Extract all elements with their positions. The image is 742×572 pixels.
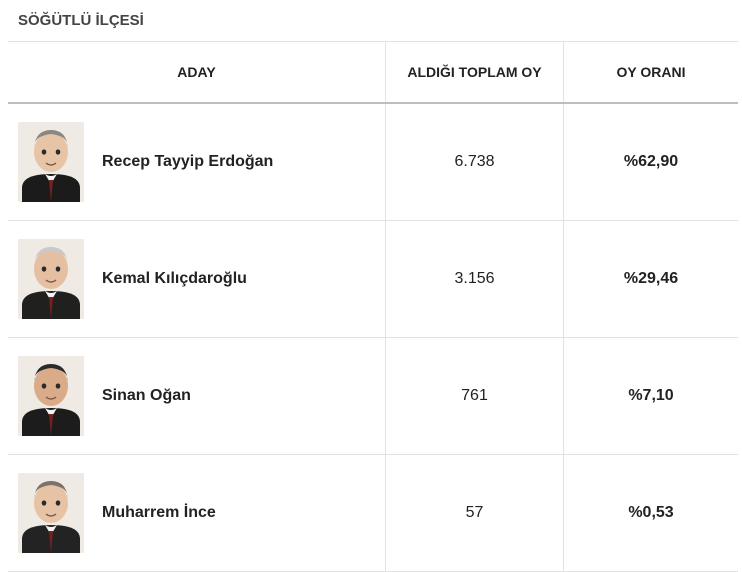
share-cell: %29,46 bbox=[564, 221, 738, 337]
candidate-avatar bbox=[18, 239, 84, 319]
candidate-avatar bbox=[18, 473, 84, 553]
candidate-name: Sinan Oğan bbox=[102, 387, 191, 405]
table-body: Recep Tayyip Erdoğan 6.738 %62,90 Kemal … bbox=[8, 104, 738, 572]
candidate-cell: Muharrem İnce bbox=[8, 455, 386, 571]
results-container: SÖĞÜTLÜ İLÇESİ ADAY ALDIĞI TOPLAM OY OY … bbox=[0, 0, 742, 572]
votes-cell: 3.156 bbox=[386, 221, 564, 337]
share-cell: %0,53 bbox=[564, 455, 738, 571]
table-row: Muharrem İnce 57 %0,53 bbox=[8, 455, 738, 572]
votes-cell: 761 bbox=[386, 338, 564, 454]
candidate-cell: Kemal Kılıçdaroğlu bbox=[8, 221, 386, 337]
header-candidate: ADAY bbox=[8, 42, 386, 102]
district-title: SÖĞÜTLÜ İLÇESİ bbox=[8, 8, 738, 42]
share-cell: %7,10 bbox=[564, 338, 738, 454]
candidate-avatar bbox=[18, 356, 84, 436]
candidate-name: Kemal Kılıçdaroğlu bbox=[102, 270, 247, 288]
header-votes: ALDIĞI TOPLAM OY bbox=[386, 42, 564, 102]
table-row: Kemal Kılıçdaroğlu 3.156 %29,46 bbox=[8, 221, 738, 338]
votes-cell: 6.738 bbox=[386, 104, 564, 220]
candidate-name: Recep Tayyip Erdoğan bbox=[102, 153, 273, 171]
candidate-cell: Sinan Oğan bbox=[8, 338, 386, 454]
candidate-name: Muharrem İnce bbox=[102, 504, 216, 522]
table-header: ADAY ALDIĞI TOPLAM OY OY ORANI bbox=[8, 42, 738, 104]
candidate-avatar bbox=[18, 122, 84, 202]
share-cell: %62,90 bbox=[564, 104, 738, 220]
table-row: Recep Tayyip Erdoğan 6.738 %62,90 bbox=[8, 104, 738, 221]
votes-cell: 57 bbox=[386, 455, 564, 571]
table-row: Sinan Oğan 761 %7,10 bbox=[8, 338, 738, 455]
candidate-cell: Recep Tayyip Erdoğan bbox=[8, 104, 386, 220]
header-share: OY ORANI bbox=[564, 42, 738, 102]
